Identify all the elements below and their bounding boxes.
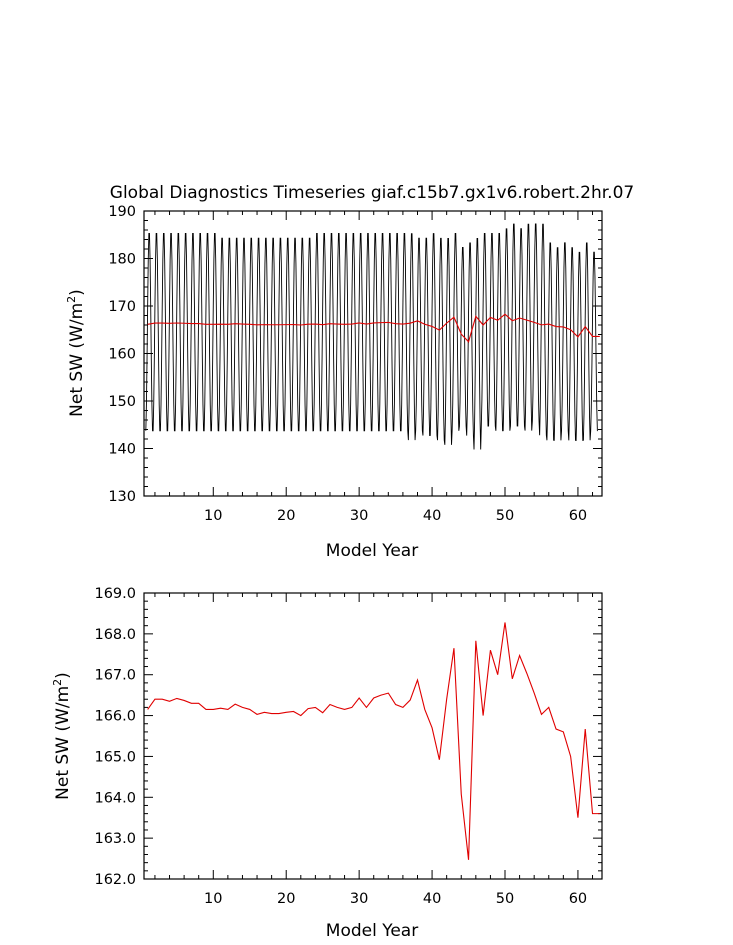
x-tick-label: 30 [350,891,368,907]
y-tick-label: 169.0 [94,586,136,602]
top-chart-x-axis-label: Model Year [326,541,418,561]
y-tick-label: 162.0 [94,872,136,888]
top-y-label-close: ) [67,289,87,296]
y-tick-label: 180 [108,252,136,268]
bottom-chart-ticks: 10 20 30 40 50 60 162.0 163.0 164.0 165.0 166.0 167… [94,586,602,907]
y-tick-label: 140 [108,442,136,458]
x-tick-label: 40 [423,891,441,907]
y-tick-label: 164.0 [94,790,136,806]
x-tick-label: 60 [569,891,587,907]
bottom-chart-y-axis-label: Net SW (W/m2) [51,672,73,800]
top-y-label-superscript: 2 [65,296,78,303]
bottom-chart-series [147,622,600,860]
x-tick-label: 50 [496,508,514,524]
bottom-chart-x-axis-label: Model Year [326,921,418,941]
x-tick-label: 20 [277,508,295,524]
x-tick-label: 40 [423,508,441,524]
x-tick-label: 10 [204,891,222,907]
bottom-y-label-main: Net SW (W/m [53,686,73,800]
y-tick-label: 163.0 [94,831,136,847]
y-tick-label: 168.0 [94,627,136,643]
y-tick-label: 170 [108,299,136,315]
bottom-chart-frame [143,592,603,880]
y-tick-label: 190 [108,204,136,220]
y-tick-label: 150 [108,394,136,410]
y-tick-label: 160 [108,347,136,363]
y-tick-label: 166.0 [94,709,136,725]
top-chart-title: Global Diagnostics Timeseries giaf.c15b7… [110,183,634,203]
x-tick-label: 10 [204,508,222,524]
top-chart: Global Diagnostics Timeseries giaf.c15b7… [65,183,634,561]
bottom-chart: Model Year Net SW (W/m2) 10 20 30 40 50 60 162… [51,586,603,941]
y-tick-label: 167.0 [94,668,136,684]
series-annual-line [147,622,600,860]
top-chart-frame [143,210,603,497]
x-tick-label: 50 [496,891,514,907]
y-tick-label: 130 [108,489,136,505]
x-tick-label: 30 [350,508,368,524]
y-tick-label: 165.0 [94,749,136,765]
top-y-label-main: Net SW (W/m [67,303,87,417]
bottom-y-label-close: ) [53,672,73,679]
series-annual-line [147,313,600,343]
bottom-y-label-superscript: 2 [51,679,64,686]
top-chart-y-axis-label: Net SW (W/m2) [65,289,87,417]
x-tick-label: 60 [569,508,587,524]
series-monthly-line [145,223,598,450]
x-tick-label: 20 [277,891,295,907]
top-chart-ticks: 10 20 30 40 50 60 130 140 150 160 170 180 190 [108,204,602,524]
top-chart-series [145,223,600,450]
